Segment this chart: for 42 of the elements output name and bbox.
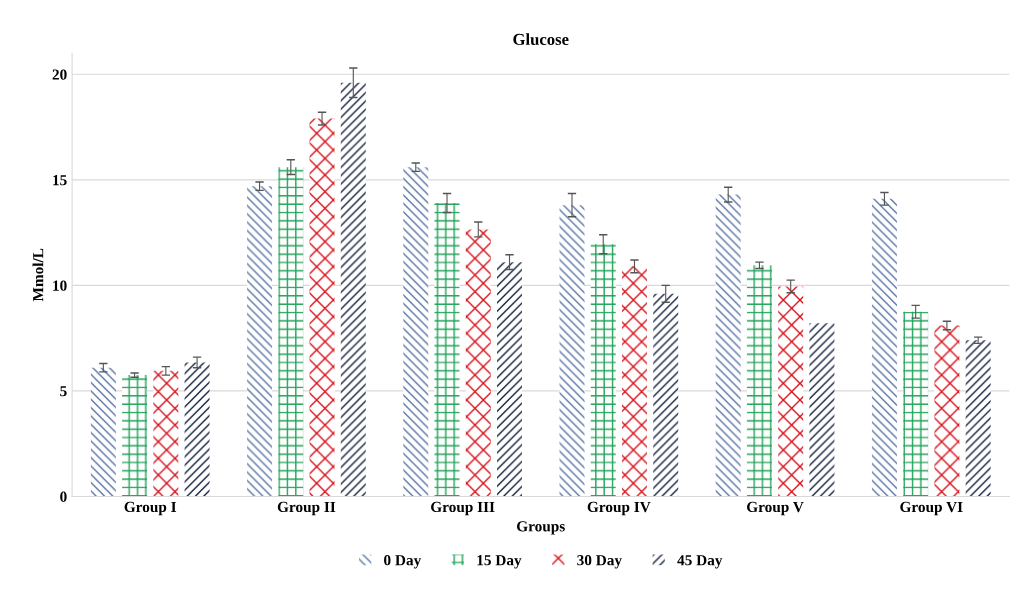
bar	[309, 118, 335, 497]
x-tick-label: Group III	[431, 501, 495, 516]
y-tick-label: 10	[53, 280, 67, 291]
bar	[715, 194, 741, 497]
x-tick-label: Group V	[747, 501, 804, 516]
legend-label: 30 Day	[577, 555, 622, 569]
x-tick-label: Group II	[277, 501, 336, 516]
y-tick-label: 20	[52, 69, 67, 80]
bar	[559, 205, 585, 497]
bar	[90, 367, 116, 497]
chart-title: Glucose	[513, 33, 569, 46]
y-tick-label: 0	[60, 491, 67, 502]
legend-label: 0 Day	[384, 555, 422, 569]
x-tick-label: Group I	[124, 501, 177, 516]
y-tick-label: 15	[53, 175, 67, 186]
bar	[122, 375, 148, 497]
bar	[153, 370, 179, 497]
bar	[465, 229, 491, 497]
legend-label: 15 Day	[477, 555, 522, 569]
x-tick-label: Group IV	[587, 501, 651, 516]
bar	[965, 340, 991, 497]
bar	[746, 265, 772, 497]
legend-label: 45 Day	[677, 555, 723, 569]
bar	[434, 203, 460, 497]
bar	[653, 293, 679, 497]
bar	[247, 186, 273, 497]
bar	[278, 167, 304, 497]
x-tick-label: Group VI	[900, 501, 963, 516]
bar	[934, 325, 960, 497]
bar	[403, 167, 429, 497]
bar	[621, 266, 647, 497]
bar	[184, 362, 210, 497]
y-tick-label: 5	[60, 386, 67, 397]
y-axis-title: Mmol/L	[32, 248, 44, 302]
bar	[871, 198, 897, 497]
bar	[809, 323, 835, 497]
bar	[590, 244, 616, 497]
bar	[497, 262, 522, 497]
bar	[903, 311, 929, 497]
bar	[340, 82, 366, 497]
x-axis-title: Groups	[517, 521, 565, 535]
bar	[778, 286, 804, 497]
